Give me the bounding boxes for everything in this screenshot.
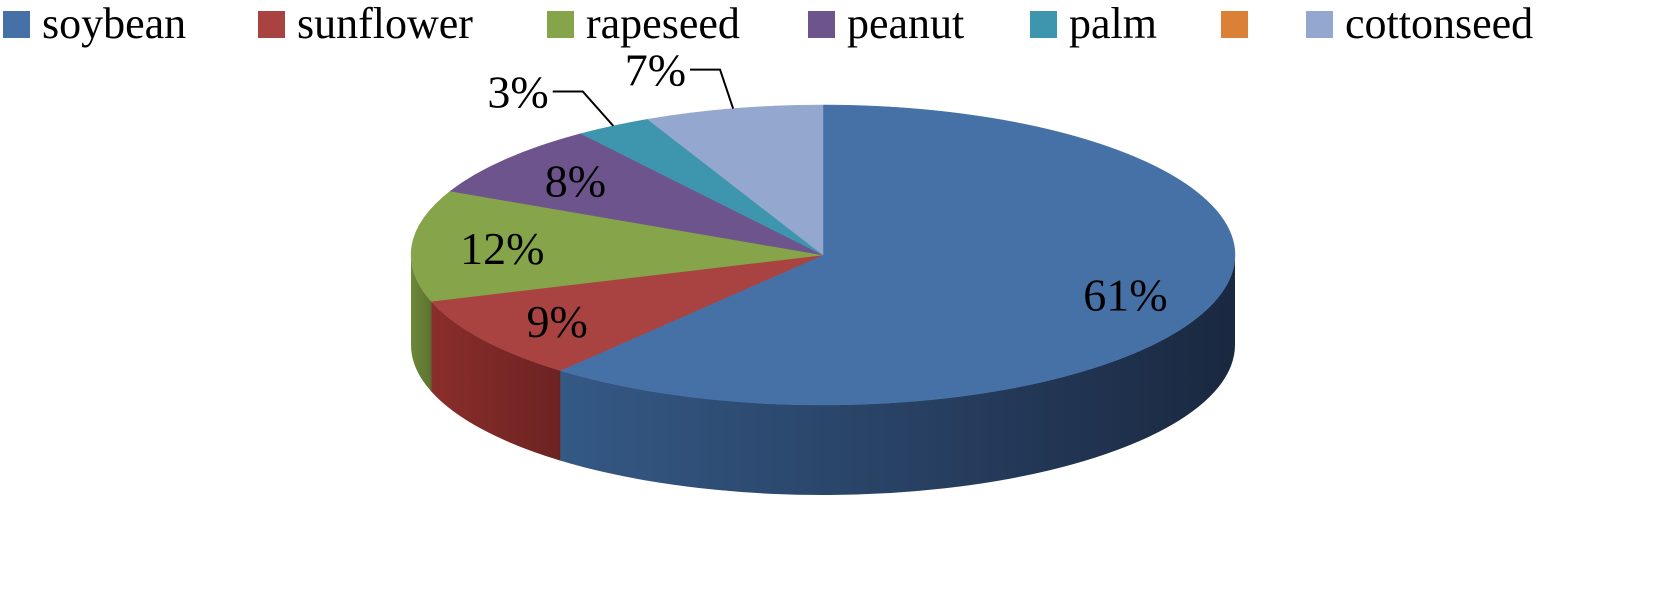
legend-swatch-palm [1030,10,1057,38]
legend-label-soybean: soybean [42,0,187,48]
legend-swatch-unlabeled [1221,10,1248,38]
legend-swatch-soybean [3,10,30,38]
data-label-rapeseed: 12% [460,223,544,274]
legend-swatch-rapeseed [547,10,574,38]
pie-side-soybean [560,255,1235,495]
pie-side-sunflower [431,301,561,461]
leader-line-cottonseed [690,68,735,109]
pie-slice-soybean [559,104,1236,406]
legend-item-palm: palm [1030,2,1157,46]
legend-item-sunflower: sunflower [258,2,473,46]
legend-item-soybean: soybean [3,2,186,46]
legend-item-unlabeled [1221,2,1260,46]
pie-side-rapeseed [411,255,432,392]
legend-label-peanut: peanut [847,0,965,48]
legend-item-peanut: peanut [808,2,964,46]
data-label-sunflower: 9% [527,296,588,347]
leader-line-palm [552,90,615,127]
pie-slice-sunflower [430,254,824,371]
legend-label-cottonseed: cottonseed [1345,0,1534,48]
legend-item-rapeseed: rapeseed [547,2,740,46]
legend-swatch-sunflower [258,10,285,38]
legend-item-cottonseed: cottonseed [1306,2,1533,46]
legend-label-sunflower: sunflower [297,0,473,48]
data-label-soybean: 61% [1083,270,1167,321]
pie-slice-peanut [449,133,824,256]
legend-label-rapeseed: rapeseed [586,0,740,48]
chart-legend: soybean sunflower rapeseed peanut palm c… [0,0,1674,50]
legend-label-palm: palm [1069,0,1157,48]
legend-swatch-cottonseed [1306,10,1333,38]
data-label-palm: 3% [487,67,548,118]
data-label-peanut: 8% [545,156,606,207]
pie-slice-cottonseed [646,104,824,256]
legend-swatch-peanut [808,10,835,38]
data-label-cottonseed: 7% [625,45,686,96]
pie-slice-rapeseed [410,190,824,302]
